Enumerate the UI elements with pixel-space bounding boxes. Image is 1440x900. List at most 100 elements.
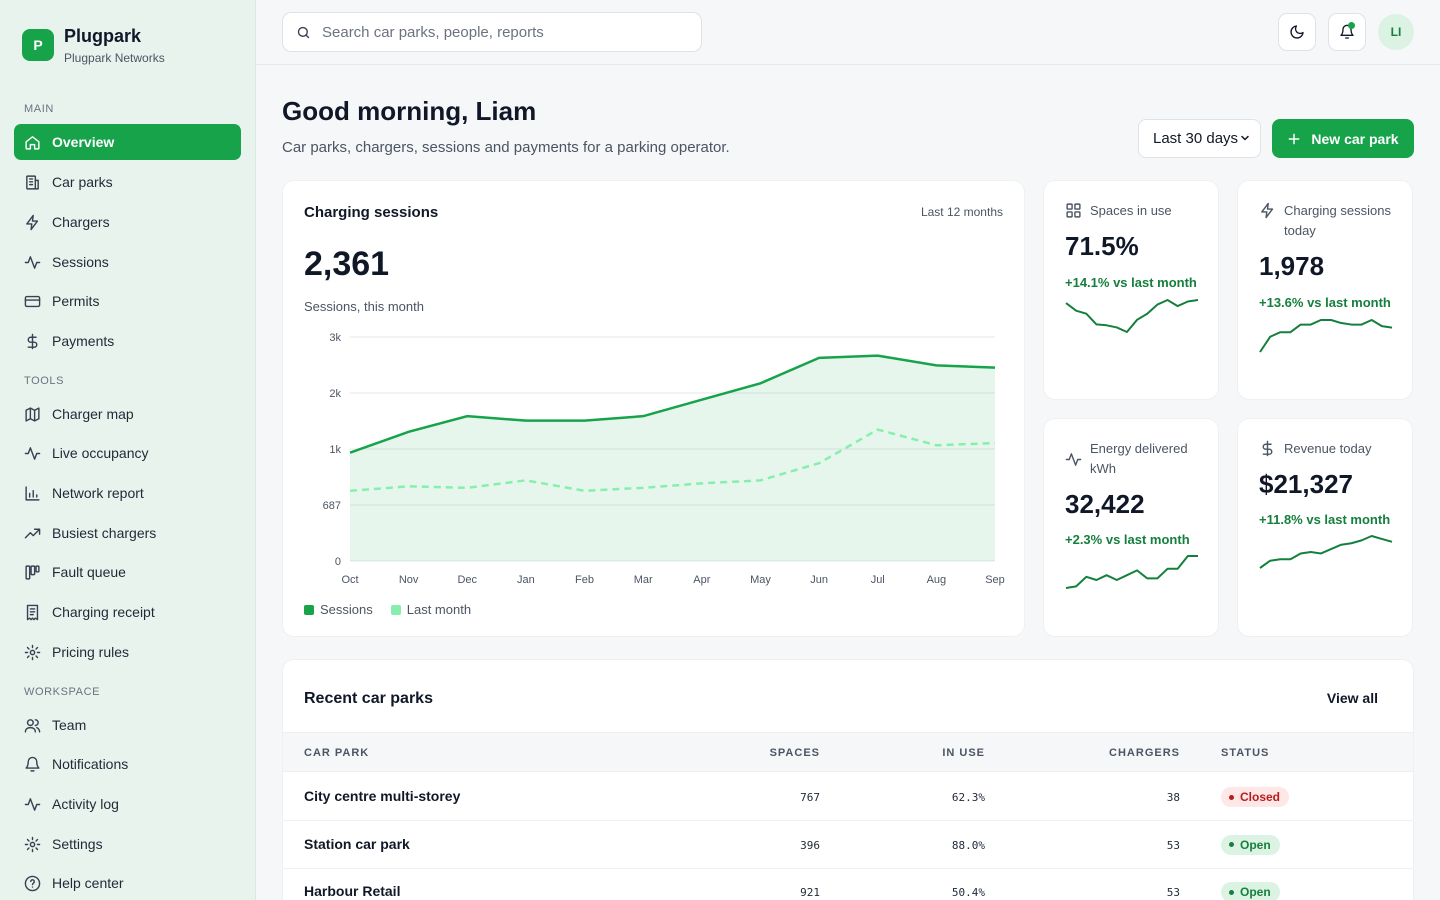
stat-card-charging-sessions-today[interactable]: Charging sessions today 1,978 +13.6% vs … <box>1237 180 1413 400</box>
spaces-value: 396 <box>800 838 820 852</box>
sidebar: P Plugpark Plugpark Networks MAIN Overvi… <box>0 0 256 900</box>
sidebar-item-overview[interactable]: Overview <box>14 124 241 160</box>
table-row[interactable]: Harbour Retail 921 50.4% 53 Open <box>283 868 1413 900</box>
sidebar-item-car-parks[interactable]: Car parks <box>14 164 241 200</box>
sparkline-path <box>1065 555 1198 589</box>
sidebar-item-payments[interactable]: Payments <box>14 323 241 359</box>
sidebar-item-label: Busiest chargers <box>52 525 157 541</box>
chargers-value: 38 <box>1166 791 1180 804</box>
stat-label: Spaces in use <box>1090 203 1172 218</box>
notification-dot <box>1348 22 1355 29</box>
column-header-chargers[interactable]: CHARGERS <box>1109 747 1180 759</box>
car-park-name: Harbour Retail <box>304 883 401 899</box>
stat-card-spaces-in-use[interactable]: Spaces in use 71.5% +14.1% vs last month <box>1043 180 1219 400</box>
activity-icon <box>1065 453 1082 466</box>
sidebar-item-chargers[interactable]: Chargers <box>14 204 241 240</box>
status-label: Closed <box>1240 790 1281 804</box>
stat-value: 71.5% <box>1065 231 1139 261</box>
status-badge: Open <box>1221 834 1280 855</box>
brand-name: Plugpark <box>64 26 142 46</box>
sidebar-item-help-center[interactable]: Help center <box>14 865 241 900</box>
sessions-area <box>350 355 995 561</box>
legend-item-sessions[interactable]: Sessions <box>304 602 373 617</box>
status-label: Open <box>1240 885 1271 899</box>
sidebar-item-fault-queue[interactable]: Fault queue <box>14 554 241 590</box>
bell-icon <box>1340 24 1354 39</box>
sidebar-item-label: Charger map <box>52 406 134 422</box>
sparkline <box>1259 535 1393 569</box>
sidebar-item-label: Car parks <box>52 174 113 190</box>
sparkline-path <box>1259 319 1393 353</box>
sidebar-item-label: Pricing rules <box>52 644 130 660</box>
brand[interactable]: P Plugpark Plugpark Networks <box>22 26 165 65</box>
spaces-value: 767 <box>800 791 820 804</box>
chart-caption: Sessions, this month <box>304 299 424 314</box>
page-subtitle: Car parks, chargers, sessions and paymen… <box>282 139 730 156</box>
table-row[interactable]: City centre multi-storey 767 62.3% 38 Closed <box>283 773 1413 821</box>
nav-section-tools: TOOLS <box>24 375 65 387</box>
status-label: Open <box>1240 837 1271 852</box>
sidebar-item-network-report[interactable]: Network report <box>14 475 241 511</box>
y-tick-label: 687 <box>323 500 341 512</box>
dollar-icon <box>1262 440 1273 457</box>
sidebar-item-label: Team <box>52 717 87 733</box>
sidebar-item-label: Activity log <box>52 796 119 812</box>
chargers-value: 53 <box>1166 838 1180 852</box>
sidebar-item-settings[interactable]: Settings <box>14 826 241 862</box>
date-range-select[interactable]: Last 30 days <box>1138 119 1261 158</box>
x-tick-label: Mar <box>634 574 653 586</box>
sidebar-item-charger-map[interactable]: Charger map <box>14 396 241 432</box>
sparkline <box>1065 555 1198 589</box>
chevron-down-icon <box>1241 135 1249 141</box>
legend-label: Sessions <box>320 602 373 617</box>
car-park-name: City centre multi-storey <box>304 788 461 804</box>
sidebar-item-label: Charging receipt <box>52 604 155 620</box>
stat-delta: +13.6% vs last month <box>1259 295 1391 310</box>
sidebar-item-busiest-chargers[interactable]: Busiest chargers <box>14 515 241 551</box>
theme-toggle-button[interactable] <box>1278 13 1316 51</box>
x-tick-label: Oct <box>341 574 358 586</box>
notifications-button[interactable] <box>1328 13 1366 51</box>
trending-up-icon <box>24 528 41 538</box>
avatar[interactable]: LI <box>1378 14 1414 50</box>
column-header-status[interactable]: STATUS <box>1221 747 1270 759</box>
table-row[interactable]: Station car park 396 88.0% 53 Open <box>283 821 1413 869</box>
sparkline-path <box>1065 299 1199 333</box>
view-all-link[interactable]: View all <box>1326 690 1378 706</box>
sidebar-item-label: Notifications <box>52 756 129 772</box>
in-use-value: 50.4% <box>951 886 985 899</box>
column-header-spaces[interactable]: SPACES <box>769 747 820 759</box>
sidebar-item-activity-log[interactable]: Activity log <box>14 786 241 822</box>
stat-card-revenue-today[interactable]: Revenue today $21,327 +11.8% vs last mon… <box>1237 418 1413 637</box>
bolt-icon <box>26 214 39 230</box>
dollar-icon <box>27 333 38 349</box>
stat-card-energy-delivered[interactable]: Energy delivered kWh 32,422 +2.3% vs las… <box>1043 418 1219 637</box>
stat-delta: +14.1% vs last month <box>1065 275 1197 290</box>
activity-icon <box>24 797 41 811</box>
x-tick-label: Dec <box>457 574 477 586</box>
column-header-car-park[interactable]: CAR PARK <box>304 747 370 759</box>
map-icon <box>25 406 40 422</box>
search-icon <box>297 26 310 38</box>
search-bar[interactable] <box>282 12 702 52</box>
column-header-in-use[interactable]: IN USE <box>942 747 985 759</box>
sidebar-item-live-occupancy[interactable]: Live occupancy <box>14 435 241 471</box>
sidebar-item-permits[interactable]: Permits <box>14 283 241 319</box>
card-icon <box>24 295 41 307</box>
help-icon <box>24 875 41 891</box>
topbar: LI <box>256 0 1440 65</box>
x-tick-label: Apr <box>693 574 710 586</box>
search-input[interactable] <box>322 23 682 41</box>
legend-item-last-month[interactable]: Last month <box>390 602 471 617</box>
date-range-value: Last 30 days <box>1153 130 1239 147</box>
sidebar-item-notifications[interactable]: Notifications <box>14 746 241 782</box>
in-use-value: 62.3% <box>951 791 985 804</box>
sidebar-item-label: Live occupancy <box>52 445 149 461</box>
new-car-park-button[interactable]: New car park <box>1272 119 1414 158</box>
nav-section-main: MAIN <box>24 103 54 115</box>
table-title: Recent car parks <box>304 690 433 707</box>
sidebar-item-pricing-rules[interactable]: Pricing rules <box>14 634 241 670</box>
sidebar-item-sessions[interactable]: Sessions <box>14 244 241 280</box>
sidebar-item-team[interactable]: Team <box>14 707 241 743</box>
sidebar-item-charging-receipt[interactable]: Charging receipt <box>14 594 241 630</box>
